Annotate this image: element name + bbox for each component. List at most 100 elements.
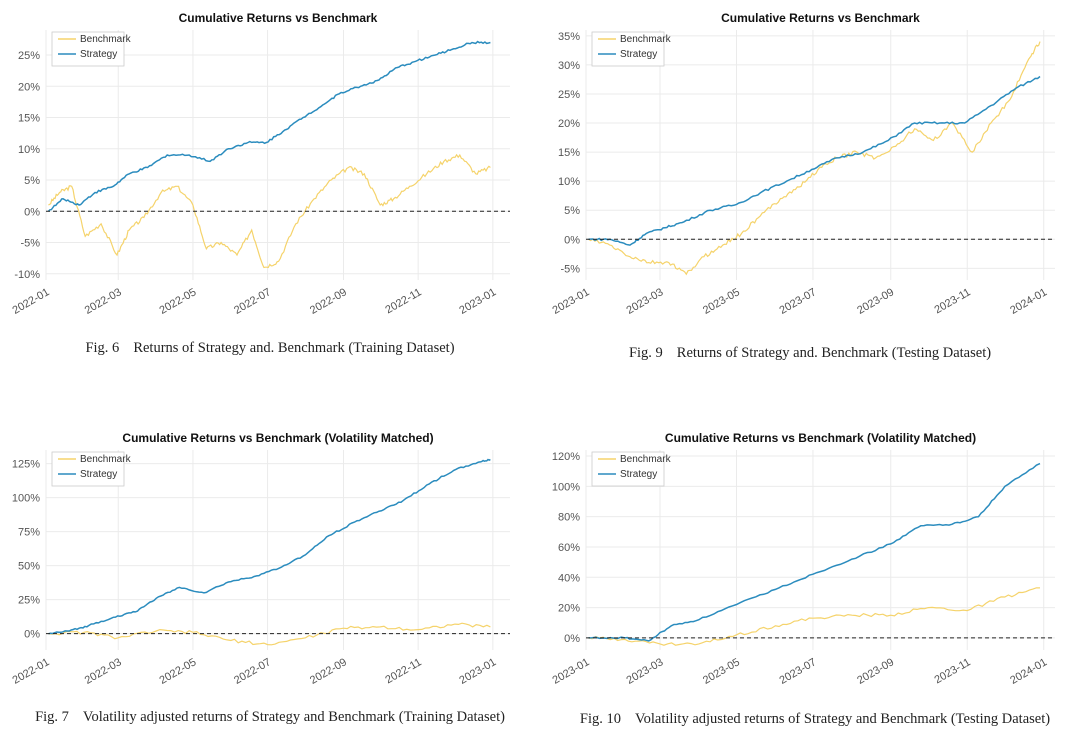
chart-panel-fig7: Cumulative Returns vs Benchmark (Volatil…: [0, 420, 530, 700]
series-line-strategy: [47, 40, 491, 212]
x-tick-label: 2022-09: [308, 286, 349, 317]
x-tick-label: 2023-11: [932, 286, 972, 316]
x-tick-label: 2024-01: [1008, 656, 1049, 687]
figure-caption-fig10: Fig. 10 Volatility adjusted returns of St…: [560, 710, 1070, 728]
x-tick-label: 2023-07: [778, 656, 819, 687]
chart-fig6: Cumulative Returns vs Benchmark -10% -5% 0%…: [11, 11, 510, 317]
y-tick-label: 100%: [12, 493, 40, 505]
x-tick-label: 2023-05: [701, 286, 742, 317]
y-tick-label: 80%: [558, 512, 580, 524]
y-tick-label: 30%: [558, 60, 580, 72]
caption-number: Fig. 7: [35, 709, 69, 725]
caption-number: Fig. 10: [579, 711, 621, 727]
x-tick-label: 2022-11: [383, 656, 423, 686]
y-tick-label: 60%: [558, 542, 580, 554]
legend-label-strategy: Strategy: [80, 469, 117, 480]
series-line-benchmark: [48, 153, 491, 269]
chart-title: Cumulative Returns vs Benchmark (Volatil…: [122, 431, 433, 445]
y-tick-label: 35%: [558, 31, 580, 43]
y-tick-label: 10%: [558, 176, 580, 188]
series-line-strategy: [588, 75, 1041, 246]
y-tick-label: 50%: [18, 561, 40, 573]
y-tick-label: 0%: [564, 633, 580, 645]
y-tick-label: 75%: [18, 527, 40, 539]
x-tick-label: 2023-01: [457, 286, 498, 317]
y-tick-label: -5%: [560, 263, 580, 275]
chart-panel-fig9: Cumulative Returns vs Benchmark -5% 0% 5% 10…: [540, 0, 1075, 330]
x-tick-label: 2023-11: [932, 656, 972, 686]
y-tick-label: 15%: [558, 147, 580, 159]
y-tick-label: 5%: [564, 205, 580, 217]
figure-caption-fig9: Fig. 9 Returns of Strategy and. Benchmark…: [560, 344, 1060, 362]
chart-title: Cumulative Returns vs Benchmark (Volatil…: [665, 431, 976, 445]
x-tick-label: 2022-11: [383, 286, 423, 316]
y-tick-label: 125%: [12, 459, 40, 471]
x-tick-label: 2022-05: [157, 286, 198, 317]
y-tick-label: 5%: [24, 175, 40, 187]
legend-label-strategy: Strategy: [80, 49, 117, 60]
legend-box: [51, 31, 125, 67]
legend-label-benchmark: Benchmark: [620, 454, 672, 465]
x-tick-label: 2022-05: [157, 656, 198, 687]
chart-fig9: Cumulative Returns vs Benchmark -5% 0% 5% 10…: [551, 11, 1055, 317]
legend-box: [591, 451, 665, 487]
y-tick-label: 0%: [24, 629, 40, 641]
figure-caption-fig7: Fig. 7 Volatility adjusted returns of Str…: [20, 708, 520, 726]
legend-label-benchmark: Benchmark: [620, 34, 672, 45]
legend-box: [591, 31, 665, 67]
x-tick-label: 2022-01: [11, 656, 52, 687]
caption-text: Returns of Strategy and. Benchmark (Test…: [676, 345, 992, 361]
x-tick-label: 2023-03: [625, 286, 666, 317]
y-tick-label: 25%: [558, 89, 580, 101]
y-tick-label: 25%: [18, 50, 40, 62]
legend-label-strategy: Strategy: [620, 469, 657, 480]
series-line-benchmark: [48, 622, 491, 646]
x-tick-label: 2022-01: [11, 286, 52, 317]
y-tick-label: 40%: [558, 572, 580, 584]
x-tick-label: 2022-07: [232, 286, 273, 317]
x-tick-label: 2023-09: [855, 656, 896, 687]
legend-label-benchmark: Benchmark: [80, 34, 132, 45]
y-tick-label: 0%: [24, 206, 40, 218]
x-tick-label: 2023-03: [625, 656, 666, 687]
y-tick-label: -10%: [14, 269, 40, 281]
y-tick-label: 20%: [558, 603, 580, 615]
x-tick-label: 2023-01: [457, 656, 498, 687]
chart-panel-fig6: Cumulative Returns vs Benchmark -10% -5% 0%…: [0, 0, 530, 330]
series-line-benchmark: [588, 41, 1041, 276]
y-tick-label: 20%: [558, 118, 580, 130]
y-tick-label: 120%: [552, 451, 580, 463]
y-tick-label: 10%: [18, 144, 40, 156]
x-tick-label: 2022-09: [308, 656, 349, 687]
chart-fig10: Cumulative Returns vs Benchmark (Volatil…: [551, 431, 1055, 687]
y-tick-label: 25%: [18, 595, 40, 607]
y-tick-label: 15%: [18, 113, 40, 125]
x-tick-label: 2023-09: [855, 286, 896, 317]
legend-label-benchmark: Benchmark: [80, 454, 132, 465]
caption-text: Returns of Strategy and. Benchmark (Trai…: [133, 340, 455, 356]
series-line-strategy: [588, 462, 1041, 642]
x-tick-label: 2022-03: [83, 656, 124, 687]
figure-caption-fig6: Fig. 6 Returns of Strategy and. Benchmark…: [20, 339, 520, 357]
x-tick-label: 2022-07: [232, 656, 273, 687]
y-tick-label: 0%: [564, 234, 580, 246]
caption-text: Volatility adjusted returns of Strategy …: [635, 711, 1051, 727]
caption-number: Fig. 6: [85, 340, 120, 356]
chart-panel-fig10: Cumulative Returns vs Benchmark (Volatil…: [540, 420, 1075, 700]
y-tick-label: -5%: [20, 238, 40, 250]
y-tick-label: 20%: [18, 81, 40, 93]
chart-fig7: Cumulative Returns vs Benchmark (Volatil…: [11, 431, 510, 687]
chart-title: Cumulative Returns vs Benchmark: [721, 11, 920, 25]
x-tick-label: 2023-05: [701, 656, 742, 687]
legend-box: [51, 451, 125, 487]
caption-number: Fig. 9: [628, 345, 663, 361]
legend-label-strategy: Strategy: [620, 49, 657, 60]
x-tick-label: 2023-01: [551, 656, 592, 687]
chart-title: Cumulative Returns vs Benchmark: [179, 11, 378, 25]
x-tick-label: 2023-07: [778, 286, 819, 317]
series-line-benchmark: [588, 587, 1041, 646]
x-tick-label: 2023-01: [551, 286, 592, 317]
y-tick-label: 100%: [552, 481, 580, 493]
x-tick-label: 2024-01: [1008, 286, 1049, 317]
x-tick-label: 2022-03: [83, 286, 124, 317]
